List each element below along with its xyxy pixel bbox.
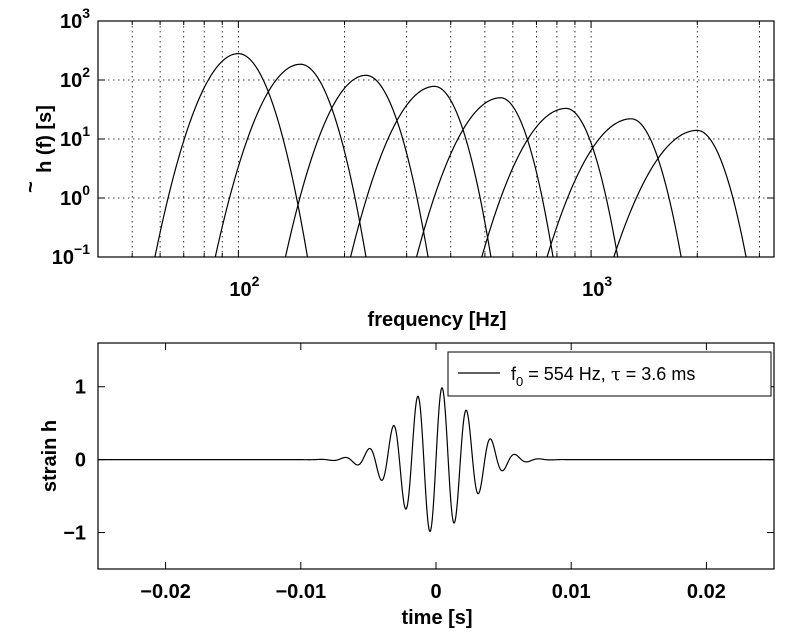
waveform-x-ticks: −0.02 −0.01 0 0.01 0.02 [140,343,726,603]
spectrum-series-line [214,63,367,258]
spectrum-axes-box [97,20,775,258]
spectrum-y-tick-label: 102 [60,64,90,92]
waveform-x-tick-label: 0 [430,581,441,603]
waveform-legend: f0 = 554 Hz, τ = 3.6 ms [447,351,772,397]
waveform-x-tick-label: −0.02 [140,581,191,603]
waveform-y-tick-label: 0 [75,450,86,472]
legend-box [447,351,772,397]
spectrum-y-axis-label: h (f) [s] ~ [20,105,56,193]
legend-f-text: = 554 Hz, [523,364,611,384]
waveform-x-tick-label: 0.02 [687,581,726,603]
spectrum-y-tick-label: 10−1 [52,241,90,269]
spectrum-y-tick-label: 101 [60,123,90,151]
spectrum-curves [154,53,747,258]
spectrum-y-label-tilde: ~ [20,181,42,193]
waveform-y-axis-label: strain h [39,420,61,492]
spectrum-x-ticks: 102 103 [229,273,612,301]
waveform-y-tick-label: −1 [63,523,86,545]
spectrum-series-line [546,118,682,258]
waveform-y-tick-label: 1 [75,377,86,399]
waveform-x-axis-label: time [s] [401,607,472,629]
spectrum-series-line [415,97,554,258]
spectrum-grid [97,21,774,257]
waveform-panel: −1 0 1 −0.02 −0.01 0 0.01 0.02 f0 = 554 Hz, τ … [39,342,775,629]
spectrum-y-tick-label: 100 [60,182,90,210]
spectrum-y-ticks: 10−1 100 101 102 103 [52,5,774,269]
spectrum-panel: 10−1 100 101 102 103 102 103 h (f) [s] ~ freq… [20,5,775,331]
legend-tau-symbol: τ [611,364,621,385]
legend-f-subscript: 0 [516,374,523,389]
spectrum-series-line [613,129,747,258]
spectrum-series-line [349,85,492,258]
legend-tau-text: = 3.6 ms [621,364,696,384]
spectrum-series-line [154,53,309,258]
svg-text:h (f) [s]: h (f) [s] [34,105,56,173]
spectrum-x-tick-label: 103 [582,273,612,301]
spectrum-y-label-base: h [34,161,56,173]
svg-text:f0 = 554 Hz, τ = 3.6 ms: f0 = 554 Hz, τ = 3.6 ms [511,364,695,389]
waveform-x-tick-label: 0.01 [552,581,591,603]
waveform-series-line [98,387,774,533]
spectrum-y-tick-label: 103 [60,5,90,33]
waveform-x-tick-label: −0.01 [275,581,326,603]
spectrum-x-axis-label: frequency [Hz] [368,309,507,331]
spectrum-y-label-rest: (f) [s] [34,105,56,161]
legend-f-symbol: f [511,364,517,384]
spectrum-x-tick-label: 102 [229,273,259,301]
spectrum-series-line [481,107,619,258]
spectrum-series-line [284,74,429,258]
